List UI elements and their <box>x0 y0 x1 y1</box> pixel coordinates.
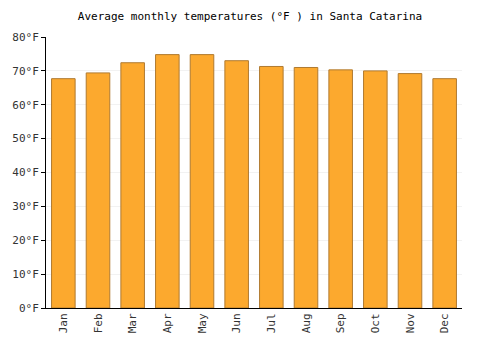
svg-text:Jan: Jan <box>57 313 70 333</box>
svg-text:50°F: 50°F <box>12 132 39 145</box>
svg-text:Sep: Sep <box>334 313 347 333</box>
svg-text:Dec: Dec <box>438 313 451 333</box>
svg-text:60°F: 60°F <box>12 99 39 112</box>
svg-text:Apr: Apr <box>161 313 174 333</box>
svg-text:Average monthly temperatures (: Average monthly temperatures (°F ) in Sa… <box>78 10 422 23</box>
svg-text:Jun: Jun <box>230 313 243 333</box>
svg-text:10°F: 10°F <box>12 268 39 281</box>
svg-text:0°F: 0°F <box>19 302 39 315</box>
svg-text:30°F: 30°F <box>12 200 39 213</box>
svg-text:Mar: Mar <box>126 313 139 333</box>
svg-text:Aug: Aug <box>300 313 313 333</box>
svg-text:20°F: 20°F <box>12 234 39 247</box>
svg-text:Nov: Nov <box>404 313 417 333</box>
svg-text:80°F: 80°F <box>12 31 39 44</box>
svg-text:Oct: Oct <box>369 313 382 333</box>
svg-text:Feb: Feb <box>92 313 105 333</box>
svg-text:May: May <box>196 313 209 333</box>
svg-text:40°F: 40°F <box>12 166 39 179</box>
svg-text:Jul: Jul <box>265 313 278 333</box>
svg-text:70°F: 70°F <box>12 65 39 78</box>
